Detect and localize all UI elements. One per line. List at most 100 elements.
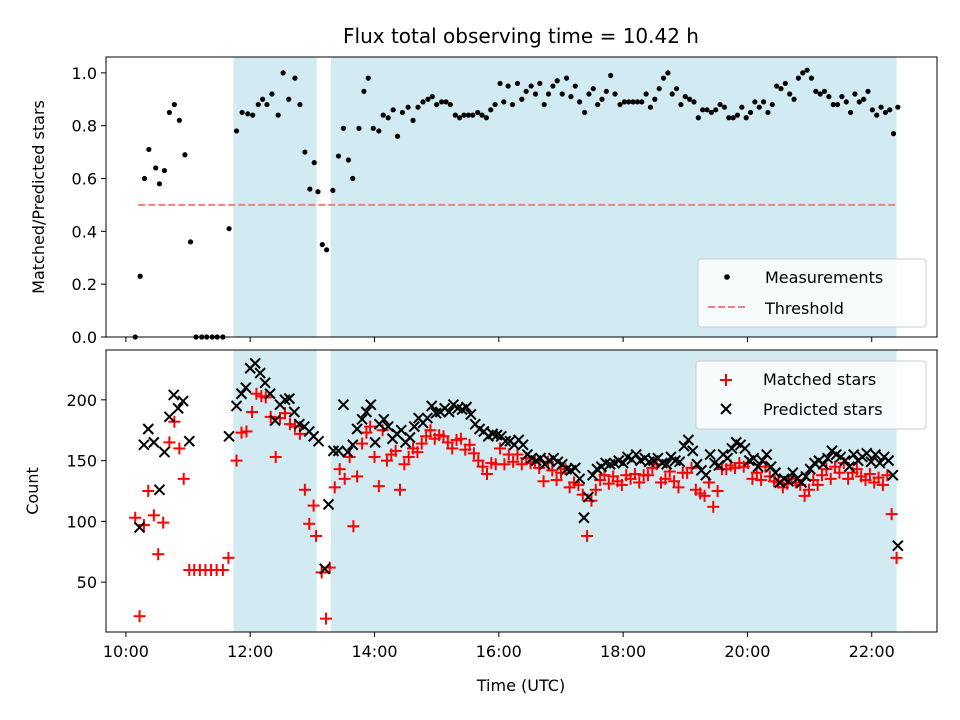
measurement-point [443,99,449,105]
predicted-star-point [817,458,829,470]
matched-star-point [885,508,898,521]
matched-star-point [240,425,253,438]
predicted-star-point [183,435,195,447]
predicted-star-point [887,469,899,481]
measurement-point [365,75,371,81]
predicted-star-point [704,448,716,461]
matched-star-point [707,500,720,513]
measurement-point [514,80,521,87]
matched-star-point [437,430,450,443]
measurement-point [774,83,780,89]
predicted-star-point [739,442,751,455]
measurement-point [161,167,168,174]
measurement-point [376,128,382,134]
measurement-point [717,101,723,108]
matched-star-point [467,447,480,460]
matched-star-point [798,489,811,502]
measurement-point [330,187,336,193]
measurement-point [488,107,494,113]
matched-star-point [351,470,364,483]
predicted-star-point [369,436,381,449]
predicted-star-point [617,457,629,469]
predicted-star-point [337,398,350,411]
measurement-point [286,96,292,102]
predicted-star-point [752,460,764,473]
measurement-point [492,101,498,108]
measurement-point [895,104,901,110]
matched-star-point [338,472,351,485]
measurement-point [791,96,797,102]
measurement-point [848,109,854,116]
matched-star-point [320,612,333,625]
matched-legend-label: Matched stars [763,370,876,389]
y-tick-label: 50 [77,573,97,592]
x-tick-label: 18:00 [600,642,646,661]
measurement-point [475,109,481,116]
measurement-point [795,75,801,81]
measurement-point [765,109,771,116]
matched-star-point [589,483,602,496]
measurement-point [501,99,507,105]
predicted-star-point [874,457,886,469]
predicted-star-point [678,440,690,452]
measurement-point [505,83,511,89]
measurement-point [821,88,828,94]
matched-star-point [356,437,369,450]
measurement-point [405,104,411,110]
measurement-point [843,99,849,105]
measurement-point [350,175,356,182]
measurement-point [226,226,232,232]
y-tick-label: 200 [66,391,97,410]
top-plot-frame [105,56,938,338]
matched-star-point [133,610,146,623]
matched-star-point [368,450,381,463]
measurement-point [415,104,421,110]
measurement-point [250,112,256,118]
matched-star-point [269,450,282,463]
matched-star-point [411,446,424,459]
measurement-point [399,109,406,116]
matched-star-point [310,529,323,542]
measurement-point [865,88,871,94]
top-panel: 0.0 0.2 0.4 0.6 0.8 1.0 Matched/Predicted sta… [29,56,938,347]
measurement-point [778,86,784,92]
matched-star-point [633,476,646,489]
predicted-star-point [882,454,895,467]
measurement-point [700,107,706,113]
measurement-point [682,94,688,100]
measurement-point [612,91,618,97]
predicted-star-point [356,413,368,425]
measurement-point [370,125,376,131]
matched-star-point [441,436,454,449]
measurement-point [621,99,627,105]
measurement-point [839,94,845,100]
predicted-star-point [332,445,345,457]
predicted-star-point [172,402,184,415]
predicted-star-point [249,357,261,370]
measurement-point [626,99,632,105]
measurement-point [302,149,308,155]
measurement-point [532,91,539,97]
measurement-point [528,83,534,89]
measurement-point [497,80,503,87]
x-tick-label: 14:00 [351,642,397,661]
measurement-point [429,94,435,100]
predicted-star-point [630,448,642,461]
matched-star-point [420,430,433,443]
measurement-point [541,101,547,108]
measurement-point [297,101,303,108]
measurement-point [563,75,570,81]
predicted-star-point [408,420,420,433]
predicted-star-point [443,406,455,418]
measurement-point [519,96,525,102]
bottom-legend: Matched stars Predicted stars [695,360,927,430]
predicted-star-point [148,436,160,449]
measurement-point [856,99,862,105]
measurement-point [315,189,321,195]
y-tick-label: 150 [66,452,97,471]
measurement-point [834,101,841,108]
predicted-star-point [460,401,473,413]
measurement-point [307,186,313,192]
predicted-star-point [264,388,276,400]
measurement-point [769,101,775,108]
